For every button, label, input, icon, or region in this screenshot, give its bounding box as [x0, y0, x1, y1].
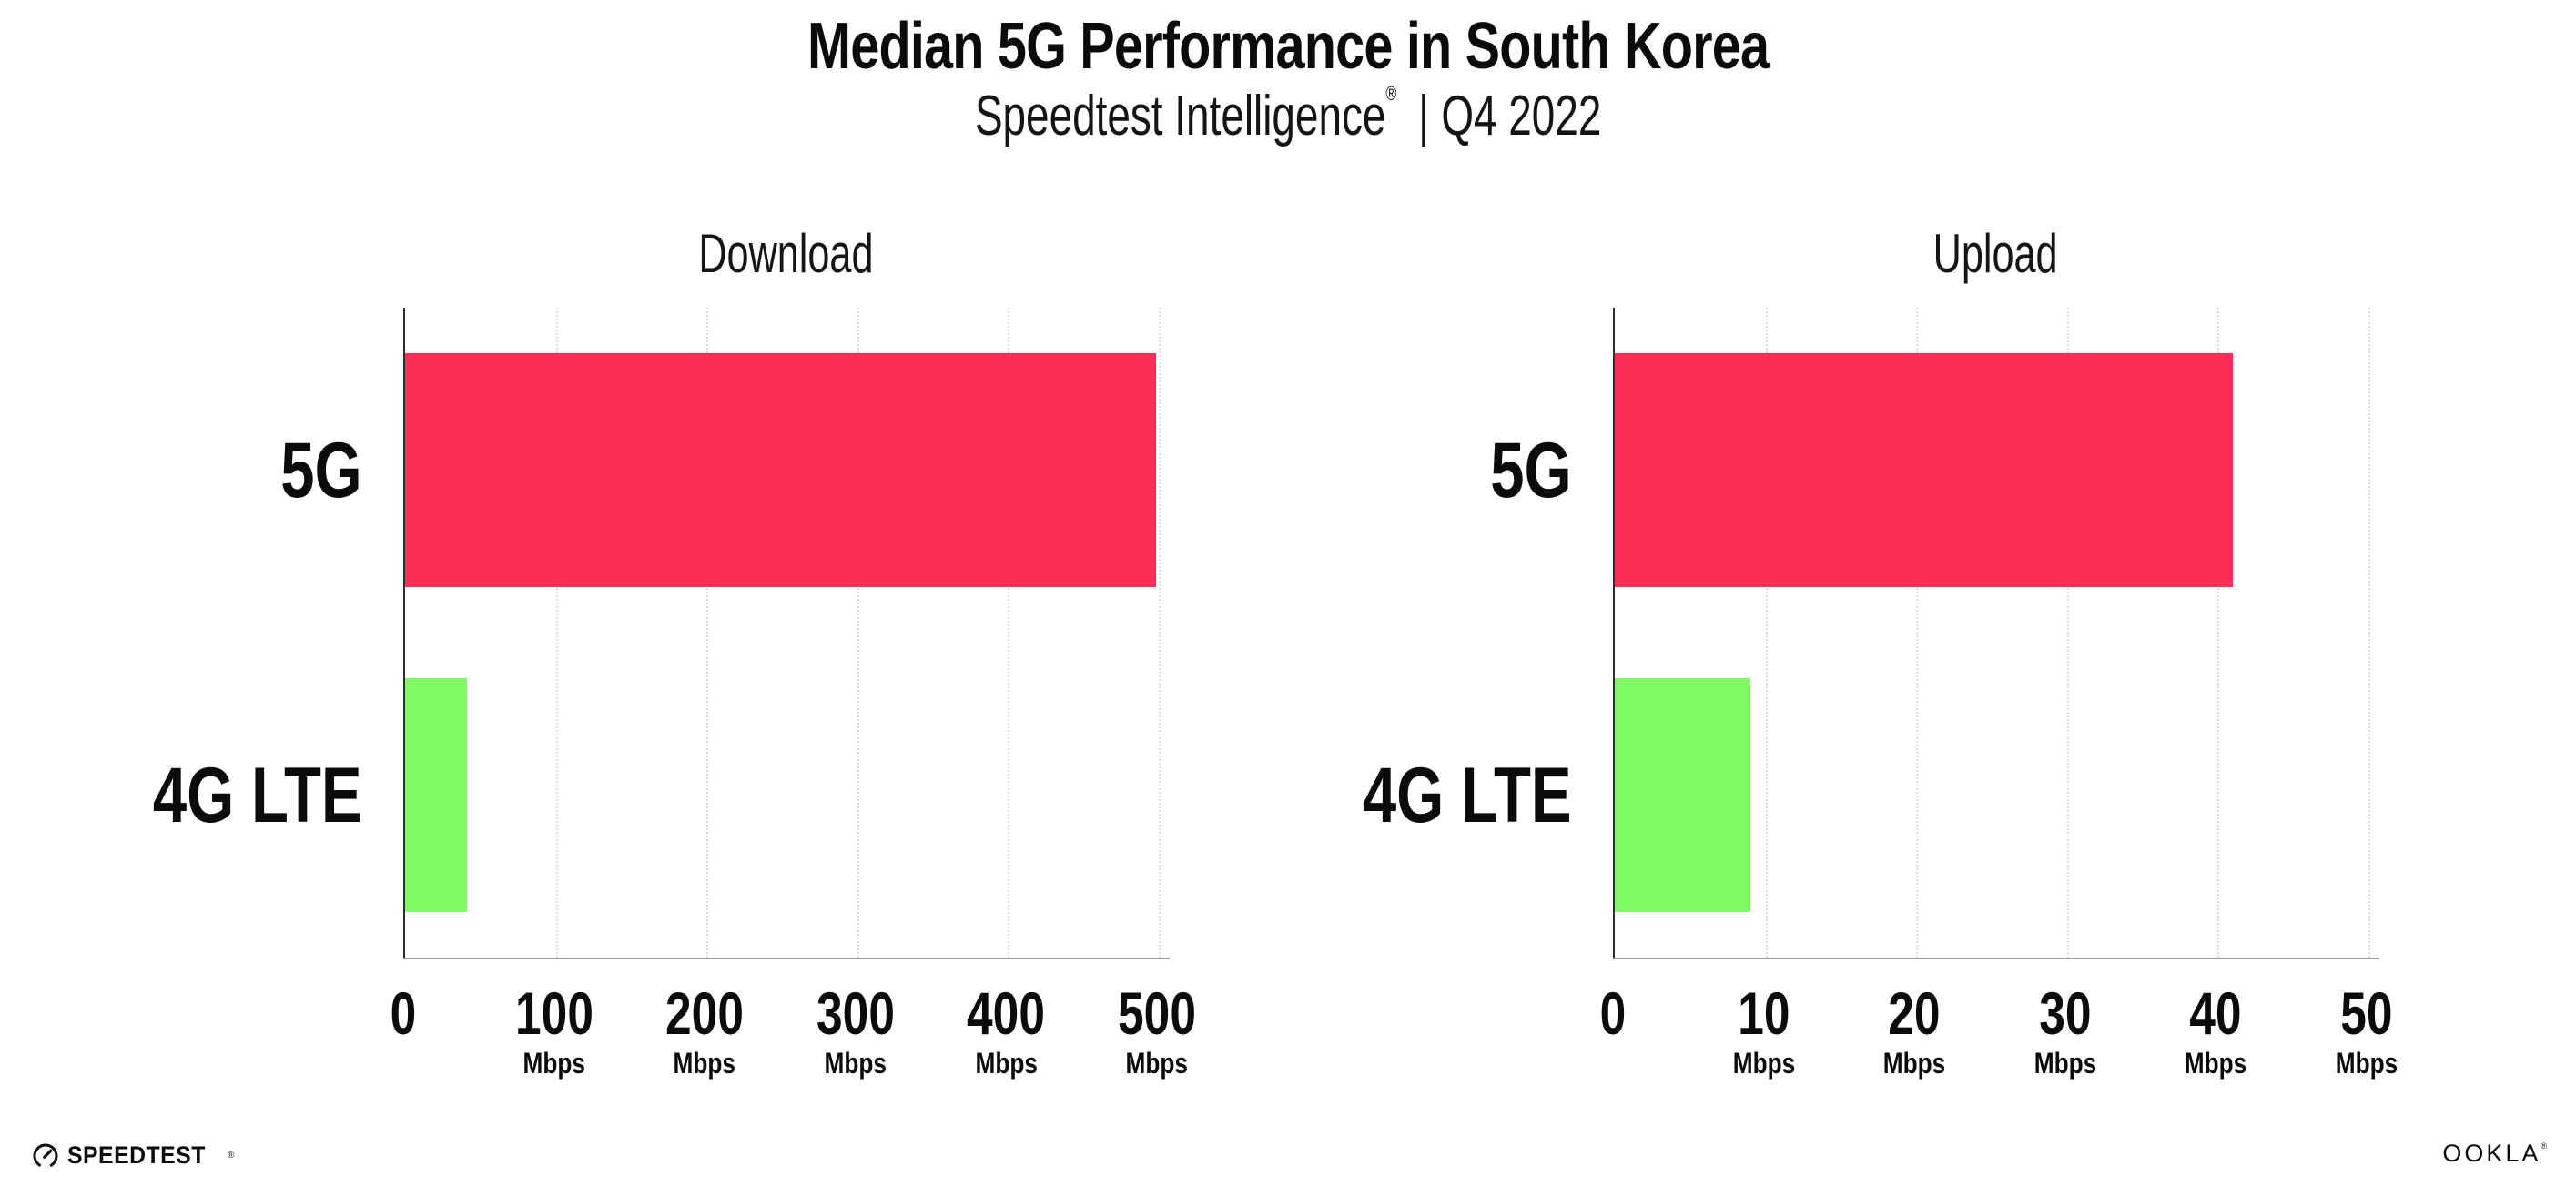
category-label-4g-lte: 4G LTE	[153, 752, 362, 839]
upload-chart-title-text: Upload	[1932, 223, 2058, 284]
gridline-40	[2217, 308, 2220, 958]
subtitle-separator: |	[1417, 85, 1429, 147]
x-tick-unit: Mbps	[522, 1047, 585, 1080]
x-tick-value: 30	[2039, 979, 2092, 1047]
x-tick-40: 40 Mbps	[2178, 979, 2255, 1081]
bar-5g	[1615, 353, 2233, 587]
bar-4g-lte	[1615, 678, 1751, 912]
gridline-200	[706, 308, 709, 958]
speedtest-wordmark: SPEEDTEST	[67, 1141, 206, 1169]
page-subtitle: Speedtest Intelligence® | Q4 2022	[0, 82, 2576, 148]
x-tick-100: 100 Mbps	[504, 979, 604, 1081]
x-tick-unit: Mbps	[1882, 1047, 1946, 1080]
gridline-10	[1765, 308, 1768, 958]
x-tick-20: 20 Mbps	[1876, 979, 1952, 1081]
page-title: Median 5G Performance in South Korea	[0, 9, 2576, 84]
category-label-4g-lte: 4G LTE	[1363, 752, 1572, 839]
download-chart-title: Download	[403, 222, 1168, 285]
upload-x-axis-line	[1613, 958, 2379, 959]
x-tick-10: 10 Mbps	[1726, 979, 1802, 1081]
x-tick-unit: Mbps	[824, 1047, 887, 1080]
x-tick-unit: Mbps	[673, 1047, 736, 1080]
category-label-5g: 5G	[1490, 427, 1572, 514]
x-tick-value: 20	[1888, 979, 1941, 1047]
ookla-wordmark: OOKLA	[2442, 1140, 2541, 1167]
x-tick-200: 200 Mbps	[654, 979, 755, 1081]
subtitle-brand: Speedtest Intelligence	[974, 85, 1386, 147]
download-chart-title-text: Download	[697, 223, 874, 284]
ookla-trademark-symbol: ®	[2541, 1141, 2547, 1151]
page-subtitle-text: Speedtest Intelligence® | Q4 2022	[975, 82, 1601, 148]
bar-4g-lte	[405, 678, 467, 912]
x-tick-value: 40	[2189, 979, 2243, 1047]
gridline-20	[1916, 308, 1919, 958]
upload-plot-area	[1613, 308, 2379, 958]
category-label-5g: 5G	[280, 427, 362, 514]
x-tick-unit: Mbps	[2185, 1047, 2247, 1080]
gridline-30	[2066, 308, 2069, 958]
speedtest-gauge-icon	[33, 1142, 58, 1169]
x-tick-0: 0	[387, 979, 421, 1047]
download-plot-area	[403, 308, 1170, 958]
gridline-400	[1008, 308, 1010, 958]
subtitle-period: Q4 2022	[1441, 85, 1602, 147]
x-tick-value: 10	[1737, 979, 1790, 1047]
registered-trademark-symbol: ®	[1385, 82, 1397, 105]
gridline-500	[1159, 308, 1161, 958]
page-title-text: Median 5G Performance in South Korea	[806, 10, 1770, 83]
x-tick-400: 400 Mbps	[956, 979, 1056, 1081]
x-tick-unit: Mbps	[2033, 1047, 2097, 1080]
download-x-axis-line	[403, 958, 1170, 959]
x-tick-30: 30 Mbps	[2027, 979, 2104, 1081]
bar-5g	[405, 353, 1156, 587]
x-tick-unit: Mbps	[1732, 1047, 1795, 1080]
upload-chart-title: Upload	[1613, 222, 2378, 285]
x-tick-value: 0	[390, 979, 417, 1047]
x-tick-0: 0	[1597, 979, 1630, 1047]
gridline-300	[857, 308, 859, 958]
x-tick-unit: Mbps	[2335, 1047, 2399, 1080]
download-x-axis-ticks: 0 100 Mbps 200 Mbps 300 Mbps 400 Mbps 500 Mbps	[390, 979, 1196, 1094]
x-tick-value: 100	[514, 979, 593, 1047]
gridline-50	[2368, 308, 2370, 958]
x-tick-value: 200	[665, 979, 745, 1047]
x-tick-value: 400	[967, 979, 1046, 1047]
x-tick-unit: Mbps	[1125, 1047, 1189, 1080]
ookla-logo: OOKLA ®	[2442, 1140, 2547, 1168]
x-tick-unit: Mbps	[975, 1047, 1038, 1080]
speedtest-logo: SPEEDTEST ®	[32, 1141, 234, 1170]
x-tick-300: 300 Mbps	[806, 979, 906, 1081]
x-tick-value: 500	[1118, 979, 1196, 1047]
x-tick-50: 50 Mbps	[2328, 979, 2405, 1081]
gridline-100	[555, 308, 558, 958]
upload-x-axis-ticks: 0 10 Mbps 20 Mbps 30 Mbps 40 Mbps 50 Mbps	[1600, 979, 2399, 1094]
x-tick-500: 500 Mbps	[1107, 979, 1207, 1081]
x-tick-value: 50	[2340, 979, 2393, 1047]
x-tick-value: 0	[1599, 979, 1627, 1047]
speedtest-trademark-symbol: ®	[228, 1151, 235, 1161]
x-tick-value: 300	[816, 979, 895, 1047]
